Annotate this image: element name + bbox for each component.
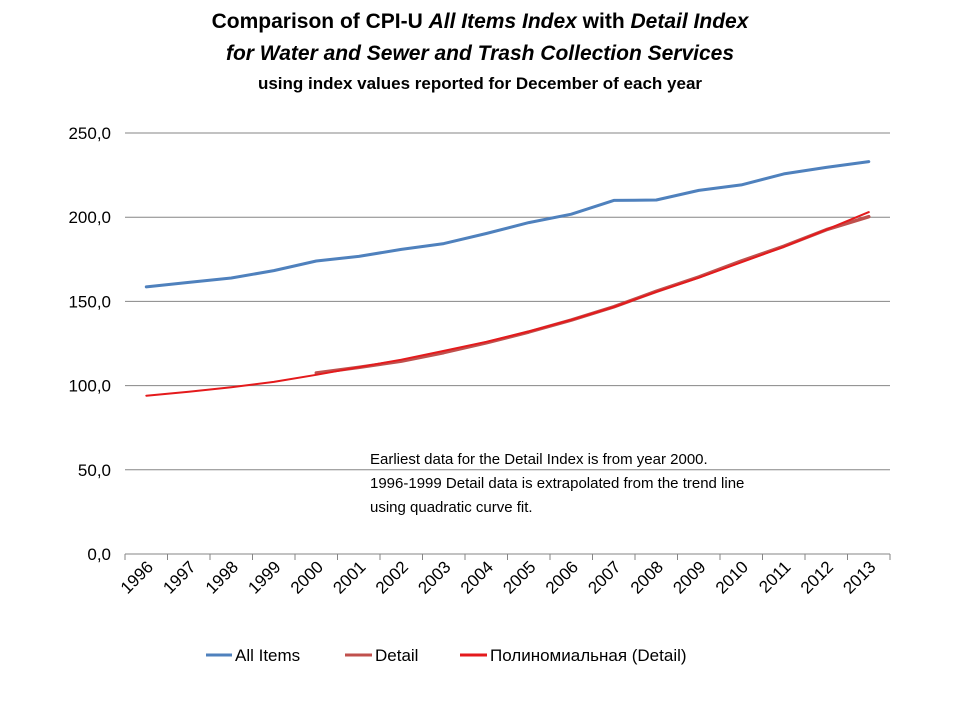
legend-label: Полиномиальная (Detail) (490, 646, 687, 665)
x-tick-label: 2011 (755, 557, 794, 596)
annotation-line: Earliest data for the Detail Index is fr… (370, 451, 708, 468)
x-tick-label: 2007 (584, 557, 624, 597)
x-tick-label: 2003 (414, 557, 454, 597)
annotation-line: 1996-1999 Detail data is extrapolated fr… (370, 475, 745, 492)
series-line (144, 160, 871, 289)
x-tick-label: 2009 (669, 557, 709, 597)
annotation-box: Earliest data for the Detail Index is fr… (370, 448, 890, 520)
x-tick-label: 2001 (329, 557, 369, 597)
y-tick-label: 200,0 (68, 208, 111, 227)
x-tick-label: 1997 (159, 557, 199, 597)
x-tick-label: 2005 (499, 557, 539, 597)
y-tick-label: 0,0 (87, 545, 111, 564)
chart-subtitle: using index values reported for December… (257, 74, 703, 93)
x-tick-label: 1999 (244, 557, 284, 597)
x-tick-label: 2012 (797, 557, 837, 597)
x-tick-label: 2006 (542, 557, 582, 597)
x-tick-label: 2013 (839, 557, 879, 597)
chart-title-line-2: for Water and Sewer and Trash Collection… (225, 42, 735, 65)
x-tick-label: 2000 (287, 557, 327, 597)
chart-title-line-1: Comparison of CPI-U All Items Index with… (211, 10, 749, 33)
y-tick-label: 50,0 (78, 461, 111, 480)
x-tick-label: 1998 (202, 557, 242, 597)
annotation-line: using quadratic curve fit. (370, 499, 533, 516)
x-tick-label: 2008 (627, 557, 667, 597)
series-line (145, 211, 870, 397)
series-line (314, 214, 871, 375)
x-tick-label: 2004 (457, 557, 497, 597)
x-tick-label: 2002 (372, 557, 412, 597)
legend-label: Detail (375, 646, 418, 665)
y-tick-label: 250,0 (68, 124, 111, 143)
y-tick-label: 100,0 (68, 377, 111, 396)
legend-label: All Items (235, 646, 300, 665)
x-tick-label: 2010 (712, 557, 752, 597)
x-tick-label: 1996 (117, 557, 157, 597)
y-tick-label: 150,0 (68, 292, 111, 311)
